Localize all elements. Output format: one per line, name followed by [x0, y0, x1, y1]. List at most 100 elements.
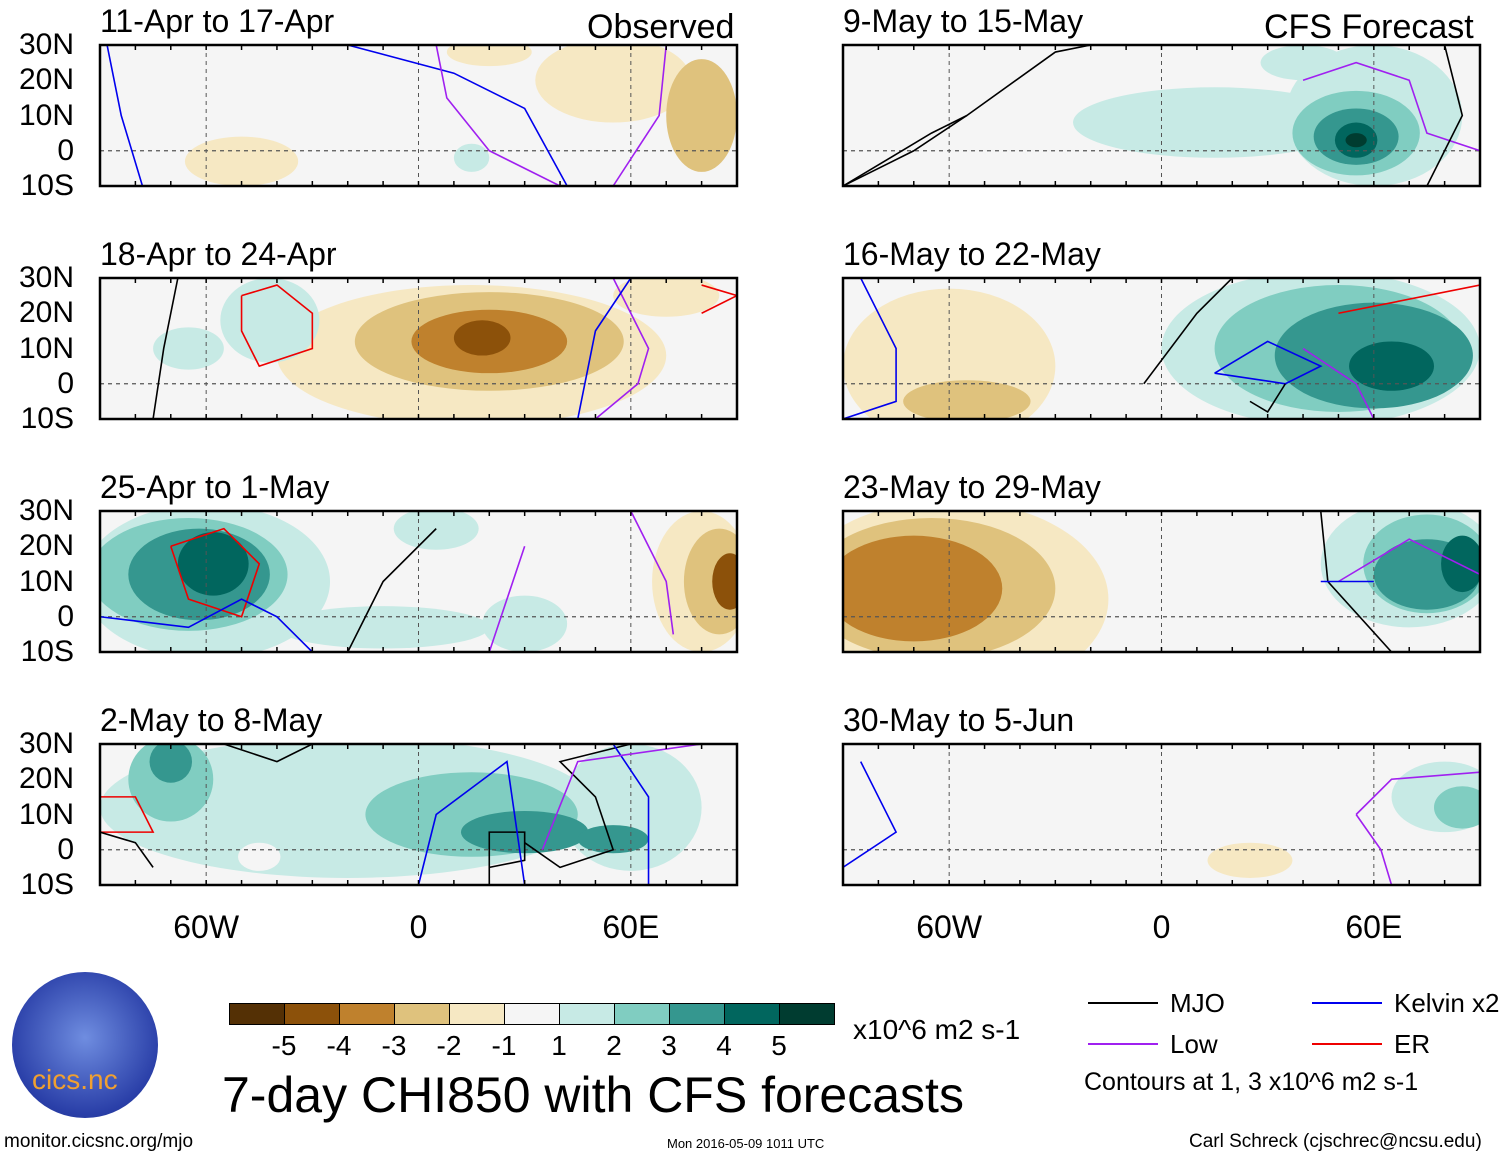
colorbar-tick: 1 [551, 1030, 567, 1061]
colorbar-swatch [559, 1003, 615, 1025]
legend-line-mjo [1088, 1002, 1158, 1004]
anomaly-region [482, 595, 568, 652]
map-panel [841, 276, 1482, 421]
lat-label: 30N [18, 28, 74, 61]
lat-label: 0 [57, 599, 74, 633]
legend-note: Contours at 1, 3 x10^6 m2 s-1 [1084, 1068, 1419, 1096]
lat-label: 30N [18, 494, 74, 527]
lon-label: 0 [409, 909, 428, 945]
anomaly-region [184, 136, 299, 186]
anomaly-region [1260, 45, 1346, 81]
anomaly-region [1434, 786, 1480, 829]
map-panel [841, 509, 1482, 654]
footer-timestamp: Mon 2016-05-09 1011 UTC [667, 1136, 825, 1151]
legend-label: Low [1170, 1029, 1218, 1059]
panel-title: 23-May to 29-May [843, 469, 1101, 505]
anomaly-region [683, 528, 737, 635]
lon-label: 60W [173, 909, 240, 945]
panel-title: 2-May to 8-May [100, 702, 323, 738]
legend-label: ER [1394, 1029, 1431, 1059]
colorbar-swatch [339, 1003, 395, 1025]
er-contour [240, 284, 314, 368]
mjo-contour [347, 528, 437, 652]
colorbar-swatch [669, 1003, 725, 1025]
anomaly-region [613, 278, 720, 317]
legend-line-er [1312, 1043, 1382, 1045]
lat-label: 10S [20, 402, 74, 435]
low-contour [1302, 347, 1375, 419]
low-contour [630, 511, 675, 635]
panel-frame [841, 43, 1482, 188]
lat-label: 30N [18, 261, 74, 294]
anomaly-shading [843, 511, 1480, 652]
lon-label: 0 [1152, 909, 1171, 945]
panel-frame [98, 509, 739, 654]
mjo-contour [100, 831, 154, 868]
colorbar-tick: -1 [491, 1030, 517, 1061]
mjo-contour [488, 831, 526, 885]
map-panel [98, 43, 739, 188]
anomaly-region [1441, 535, 1480, 593]
anomaly-region [1349, 341, 1434, 391]
lat-label: 10S [20, 169, 74, 202]
anomaly-region [393, 511, 479, 550]
colorbar-swatch [394, 1003, 450, 1025]
lat-label: 0 [57, 832, 74, 866]
colorbar-tick: -5 [271, 1030, 297, 1061]
legend-line-low [1088, 1043, 1158, 1045]
colorbar-swatch [284, 1003, 340, 1025]
anomaly-region [453, 320, 511, 356]
kelvin-contour [843, 761, 898, 869]
er-contour [170, 527, 261, 618]
lon-label: 60W [916, 909, 983, 945]
lat-label: 10N [18, 98, 74, 132]
panel-frame [98, 742, 739, 887]
panel-title: 30-May to 5-Jun [843, 702, 1075, 738]
colorbar-swatch [614, 1003, 670, 1025]
kelvin-contour [612, 744, 650, 885]
colorbar-tick: 4 [716, 1030, 732, 1061]
lat-label: 10S [20, 635, 74, 668]
kelvin-contour [106, 45, 144, 186]
header-cfs-forecast: CFS Forecast [1264, 8, 1474, 46]
cics-logo: cics.nc [12, 972, 158, 1118]
lat-label: 30N [18, 727, 74, 760]
lat-label: 10N [18, 331, 74, 365]
lat-label: 20N [18, 762, 74, 796]
legend-label: Kelvin x2 [1394, 988, 1500, 1018]
anomaly-region [1345, 133, 1367, 148]
anomaly-shading [878, 761, 1480, 885]
lat-label: 10N [18, 797, 74, 831]
low-contour [1355, 814, 1393, 885]
anomaly-region [220, 278, 320, 363]
colorbar-swatch [504, 1003, 560, 1025]
low-contour [594, 278, 650, 419]
lon-label: 60E [1345, 909, 1403, 945]
anomaly-shading [100, 744, 702, 878]
panel-title: 16-May to 22-May [843, 236, 1101, 272]
kelvin-contour [417, 760, 526, 885]
figure-title: 7-day CHI850 with CFS forecasts [222, 1067, 964, 1123]
anomaly-region [1073, 87, 1357, 158]
panel-title: 11-Apr to 17-Apr [100, 3, 335, 39]
colorbar-tick: -2 [436, 1030, 462, 1061]
map-panel [98, 276, 739, 421]
mjo-contour [1426, 45, 1464, 186]
panel-frame [841, 276, 1482, 421]
lon-label: 60E [602, 909, 660, 945]
colorbar-tick: -4 [326, 1030, 352, 1061]
low-contour [1338, 538, 1480, 583]
colorbar-swatch [229, 1003, 285, 1025]
anomaly-region [712, 553, 737, 610]
kelvin-contour [843, 278, 897, 419]
anomaly-region [1207, 842, 1293, 878]
panel-title: 18-Apr to 24-Apr [100, 236, 337, 272]
legend-label: MJO [1170, 988, 1225, 1018]
anomaly-region [238, 842, 281, 871]
anomaly-region [843, 535, 1003, 642]
low-contour [612, 45, 668, 186]
footer-credit: Carl Schreck (cjschrec@ncsu.edu) [1189, 1131, 1482, 1152]
anomaly-region [177, 532, 249, 596]
panel-frame [841, 509, 1482, 654]
lat-label: 20N [18, 296, 74, 330]
